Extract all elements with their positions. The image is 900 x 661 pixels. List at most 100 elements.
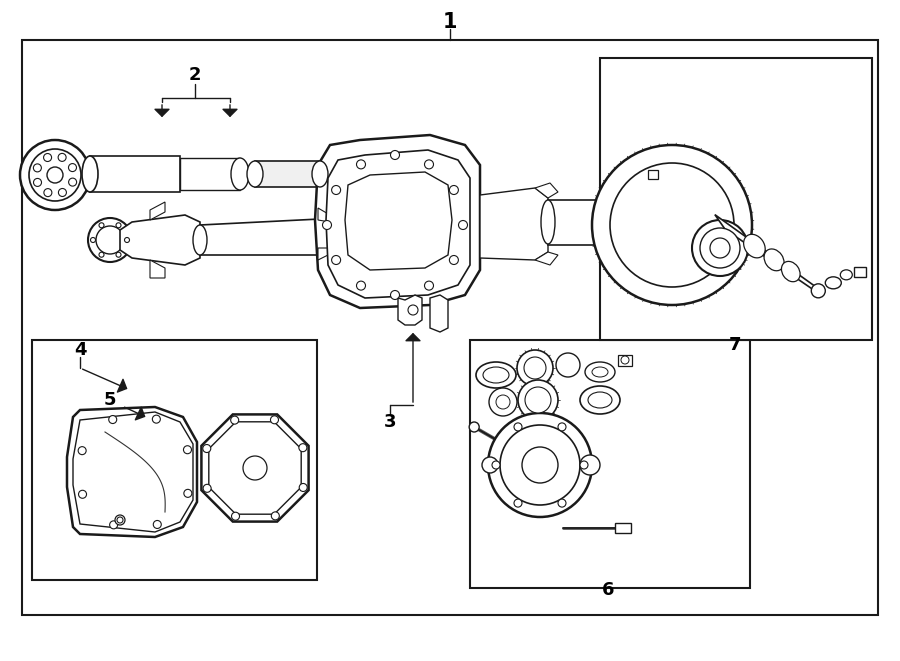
Circle shape xyxy=(202,444,211,453)
Circle shape xyxy=(243,456,267,480)
Polygon shape xyxy=(535,183,558,198)
Circle shape xyxy=(690,212,710,232)
Bar xyxy=(648,170,658,179)
Circle shape xyxy=(488,413,592,517)
Polygon shape xyxy=(318,248,330,260)
Circle shape xyxy=(271,416,278,424)
Polygon shape xyxy=(318,208,330,222)
Bar xyxy=(32,340,317,580)
Circle shape xyxy=(231,512,239,520)
Circle shape xyxy=(580,455,600,475)
Circle shape xyxy=(152,415,160,423)
Bar xyxy=(854,267,867,277)
Circle shape xyxy=(96,226,124,254)
Circle shape xyxy=(514,423,522,431)
Circle shape xyxy=(425,281,434,290)
Bar xyxy=(22,40,878,615)
Circle shape xyxy=(47,167,63,183)
Circle shape xyxy=(458,221,467,229)
Polygon shape xyxy=(73,412,193,532)
Polygon shape xyxy=(548,200,660,245)
Circle shape xyxy=(558,423,566,431)
Ellipse shape xyxy=(588,392,612,408)
Circle shape xyxy=(203,485,212,492)
Polygon shape xyxy=(330,200,360,255)
Circle shape xyxy=(449,186,458,194)
Circle shape xyxy=(621,356,629,364)
Circle shape xyxy=(110,521,118,529)
Circle shape xyxy=(33,164,41,172)
Ellipse shape xyxy=(231,158,249,190)
Circle shape xyxy=(117,517,123,523)
Circle shape xyxy=(500,425,580,505)
Circle shape xyxy=(522,447,558,483)
Ellipse shape xyxy=(541,200,555,244)
Circle shape xyxy=(88,218,132,262)
Circle shape xyxy=(124,237,130,243)
Circle shape xyxy=(109,416,117,424)
Circle shape xyxy=(710,238,730,258)
Ellipse shape xyxy=(580,386,620,414)
Polygon shape xyxy=(202,414,309,522)
Circle shape xyxy=(525,387,551,413)
Bar xyxy=(618,355,632,366)
Ellipse shape xyxy=(82,156,98,192)
Ellipse shape xyxy=(585,362,615,382)
Polygon shape xyxy=(398,295,422,325)
Ellipse shape xyxy=(592,367,608,377)
Ellipse shape xyxy=(476,362,516,388)
Circle shape xyxy=(271,512,279,520)
Bar xyxy=(470,340,750,588)
Bar xyxy=(615,523,631,533)
Ellipse shape xyxy=(781,261,800,282)
Circle shape xyxy=(58,188,67,196)
Ellipse shape xyxy=(825,277,842,289)
Circle shape xyxy=(153,520,161,528)
Circle shape xyxy=(29,149,81,201)
Circle shape xyxy=(116,253,121,257)
Circle shape xyxy=(391,290,400,299)
Circle shape xyxy=(99,223,104,228)
Polygon shape xyxy=(209,422,302,514)
Circle shape xyxy=(556,353,580,377)
Ellipse shape xyxy=(841,270,852,280)
Circle shape xyxy=(524,357,546,379)
Bar xyxy=(600,58,872,340)
Circle shape xyxy=(115,515,125,525)
Polygon shape xyxy=(90,156,180,192)
Circle shape xyxy=(425,160,434,169)
Circle shape xyxy=(514,499,522,507)
Polygon shape xyxy=(180,158,240,190)
Polygon shape xyxy=(345,172,452,270)
Ellipse shape xyxy=(247,161,263,187)
Circle shape xyxy=(78,447,86,455)
Circle shape xyxy=(44,188,52,196)
Circle shape xyxy=(20,140,90,210)
Ellipse shape xyxy=(312,161,328,187)
Circle shape xyxy=(482,457,498,473)
Circle shape xyxy=(811,284,825,298)
Polygon shape xyxy=(715,215,822,295)
Circle shape xyxy=(99,253,104,257)
Circle shape xyxy=(391,151,400,159)
Circle shape xyxy=(356,160,365,169)
Circle shape xyxy=(299,483,307,492)
Ellipse shape xyxy=(193,225,207,255)
Circle shape xyxy=(116,223,121,228)
Circle shape xyxy=(356,281,365,290)
Circle shape xyxy=(68,163,76,172)
Circle shape xyxy=(322,221,331,229)
Circle shape xyxy=(331,186,340,194)
Circle shape xyxy=(518,380,558,420)
Polygon shape xyxy=(660,208,725,238)
Circle shape xyxy=(43,153,51,161)
Circle shape xyxy=(230,416,238,424)
Circle shape xyxy=(496,395,510,409)
Text: 4: 4 xyxy=(74,341,86,359)
Circle shape xyxy=(331,256,340,264)
Circle shape xyxy=(558,499,566,507)
Ellipse shape xyxy=(764,249,784,271)
Circle shape xyxy=(668,210,692,234)
Circle shape xyxy=(184,489,192,497)
Ellipse shape xyxy=(743,234,765,258)
